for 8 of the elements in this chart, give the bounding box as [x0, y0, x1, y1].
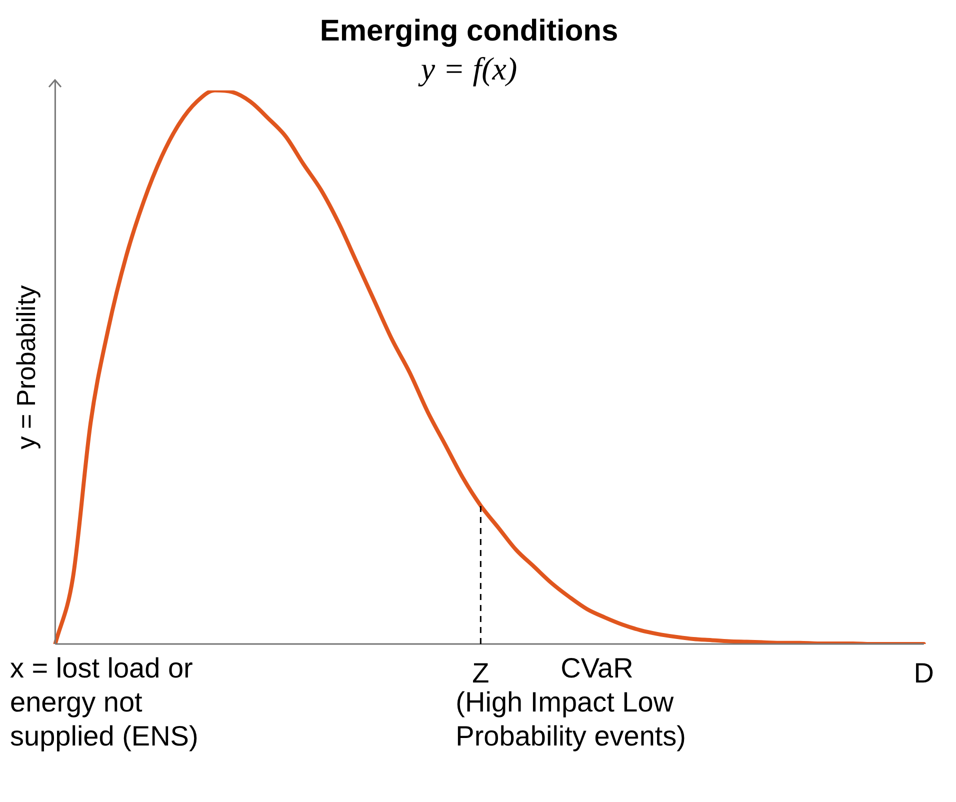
y-axis-title: y = Probability — [10, 285, 41, 450]
text: (High Impact Low Probability events) — [456, 686, 686, 752]
x-axis-title: x = lost load or energy not supplied (ENS) — [10, 652, 198, 752]
x-tick-label: Z — [472, 658, 490, 689]
chart-subtitle: y = f(x) — [418, 50, 518, 87]
x-tick-label: D — [914, 658, 934, 689]
text: CVaR — [560, 652, 634, 684]
chart-title: Emerging conditions — [320, 14, 618, 48]
